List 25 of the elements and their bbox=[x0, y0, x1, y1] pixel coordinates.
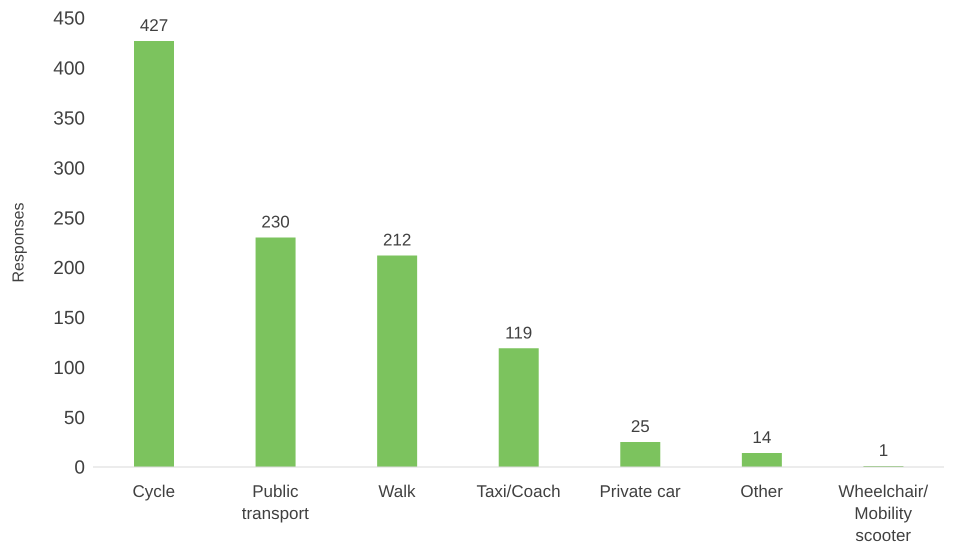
x-tick-label: Cycle bbox=[132, 482, 176, 501]
y-tick-label: 300 bbox=[53, 158, 85, 180]
x-tick-label: Wheelchair/Mobility scooter bbox=[838, 482, 928, 545]
data-label: 14 bbox=[752, 428, 772, 448]
x-tick-label: Public transport bbox=[242, 482, 310, 523]
y-tick-label: 350 bbox=[53, 108, 85, 130]
x-tick-label: Walk bbox=[378, 482, 416, 501]
data-label: 427 bbox=[140, 16, 168, 35]
y-tick-label: 450 bbox=[53, 8, 85, 30]
data-label: 25 bbox=[630, 417, 650, 436]
y-tick-label: 0 bbox=[74, 458, 85, 479]
y-tick-label: 50 bbox=[64, 408, 85, 429]
data-label: 1 bbox=[878, 441, 888, 460]
x-tick-label: Other bbox=[740, 482, 784, 501]
y-tick-label: 100 bbox=[53, 358, 85, 379]
y-tick-label: 250 bbox=[53, 208, 85, 230]
data-label: 119 bbox=[505, 323, 532, 342]
y-tick-label: 400 bbox=[53, 58, 85, 80]
data-label: 230 bbox=[261, 212, 290, 232]
x-tick-label: Taxi/Coach bbox=[476, 482, 561, 501]
x-tick-label: Private car bbox=[599, 482, 682, 501]
y-tick-label: 200 bbox=[53, 258, 85, 280]
y-axis-title: Responses bbox=[10, 202, 28, 283]
data-label: 212 bbox=[382, 230, 412, 250]
y-tick-label: 150 bbox=[53, 308, 85, 330]
